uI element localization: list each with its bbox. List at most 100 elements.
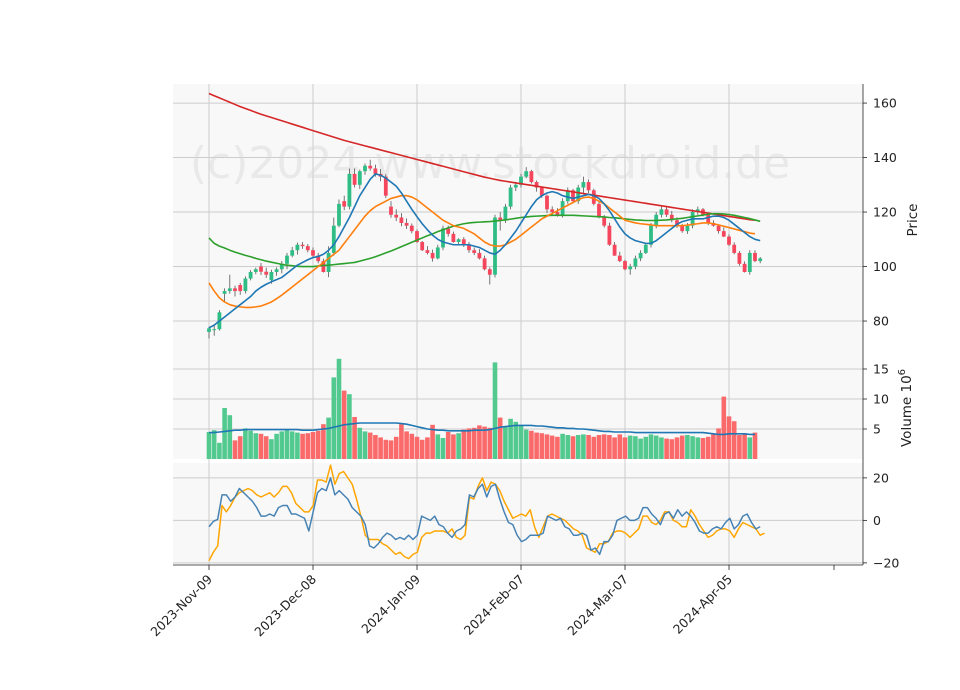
candle-body [477,252,482,259]
candle-body [285,255,289,264]
volume-bar [737,435,742,459]
volume-bar [492,362,498,459]
volume-bar [466,428,472,459]
grid-lines [173,84,863,565]
candle-body [591,190,596,204]
volume-bar [430,424,435,459]
candle-body [321,261,326,272]
volume-bar [471,427,477,459]
volume-bar [685,435,690,459]
candle-body [758,258,763,262]
candle-body [337,203,341,226]
volume-bar [690,436,695,459]
volume-bar [565,435,571,459]
volume-bar [648,434,654,459]
candle-body [643,244,648,253]
osc-tick-label: 20 [873,470,889,485]
volume-bar [425,437,430,459]
volume-bar [627,435,633,459]
volume-axis-label-exponent: 6 [897,369,908,375]
candle-body [368,165,373,169]
candle-body [404,222,409,226]
volume-bar [643,436,649,459]
candle-body [597,203,601,218]
volume-bar [383,439,389,459]
candle-body [524,171,529,177]
candle-body [279,263,284,270]
volume-bar [357,427,363,459]
candle-body [742,263,747,272]
volume-bar [544,434,550,459]
volume-bar [596,435,602,459]
volume-bar [716,428,721,459]
volume-bar [523,429,529,459]
candle-body [732,244,737,253]
date-tick-label: 2024-Mar-07 [564,572,631,639]
candle-body [441,228,445,248]
volume-bar [315,430,321,459]
candle-body [747,252,752,272]
candle-body [487,269,492,275]
candle-body [446,228,451,234]
volume-bar [435,434,441,459]
candle-body [638,252,643,259]
volume-bar [399,424,404,459]
candle-body [555,212,560,215]
volume-bar [253,433,259,459]
volume-bar [508,418,513,459]
volume-bar [659,437,664,459]
candle-body [305,246,310,251]
volume-axis-label: Volume 106 [897,369,915,447]
oscillator-signal-line [208,464,765,562]
volume-bar [284,430,290,459]
candle-body [269,271,274,281]
volume-bar [274,433,279,459]
osc-tick-label: 0 [873,513,881,528]
candle-body [721,231,726,237]
candle-body [331,225,336,253]
candle-body [519,176,523,185]
watermark: (c)2024 www.stockdroid.de [190,138,790,189]
volume-bar [217,442,222,459]
date-tick-label: 2024-Apr-05 [670,572,735,637]
volume-bar [726,416,732,459]
volume-bar [222,408,227,459]
candle-body [222,291,227,294]
volume-bar [669,439,675,459]
candle-body [342,201,347,207]
volume-bar [752,432,758,459]
candle-body [259,266,263,272]
candle-body [695,209,700,213]
candle-body [363,165,367,172]
candle-body [295,244,300,251]
volume-bar [456,433,461,459]
volume-bar [305,433,311,459]
volume-bar [295,432,300,459]
candle-body [415,231,419,243]
volume-bar [700,438,706,459]
volume-axis-label-text: Volume 10 [899,375,915,447]
candle-body [383,176,388,196]
volume-bar [487,427,493,459]
volume-bar [419,439,425,459]
volume-bar [503,426,508,459]
volume-bar [539,433,545,459]
volume-average-line [209,422,755,436]
volume-tick-label: 10 [873,392,889,407]
volume-bar [461,429,467,459]
volume-bar [679,435,685,459]
candle-body [300,244,305,247]
volume-bar [497,417,503,459]
volume-bar [575,435,581,459]
volume-bar [477,425,482,459]
candle-body [680,225,685,232]
volume-bar [445,432,451,459]
candle-body [399,217,404,223]
volume-bar [269,439,274,459]
volume-bar [352,417,357,459]
candle-body [394,214,399,218]
date-tick-label: 2024-Feb-07 [461,572,527,638]
volume-bar [414,436,420,459]
volume-bar [721,396,727,459]
volume-bar [451,434,456,459]
